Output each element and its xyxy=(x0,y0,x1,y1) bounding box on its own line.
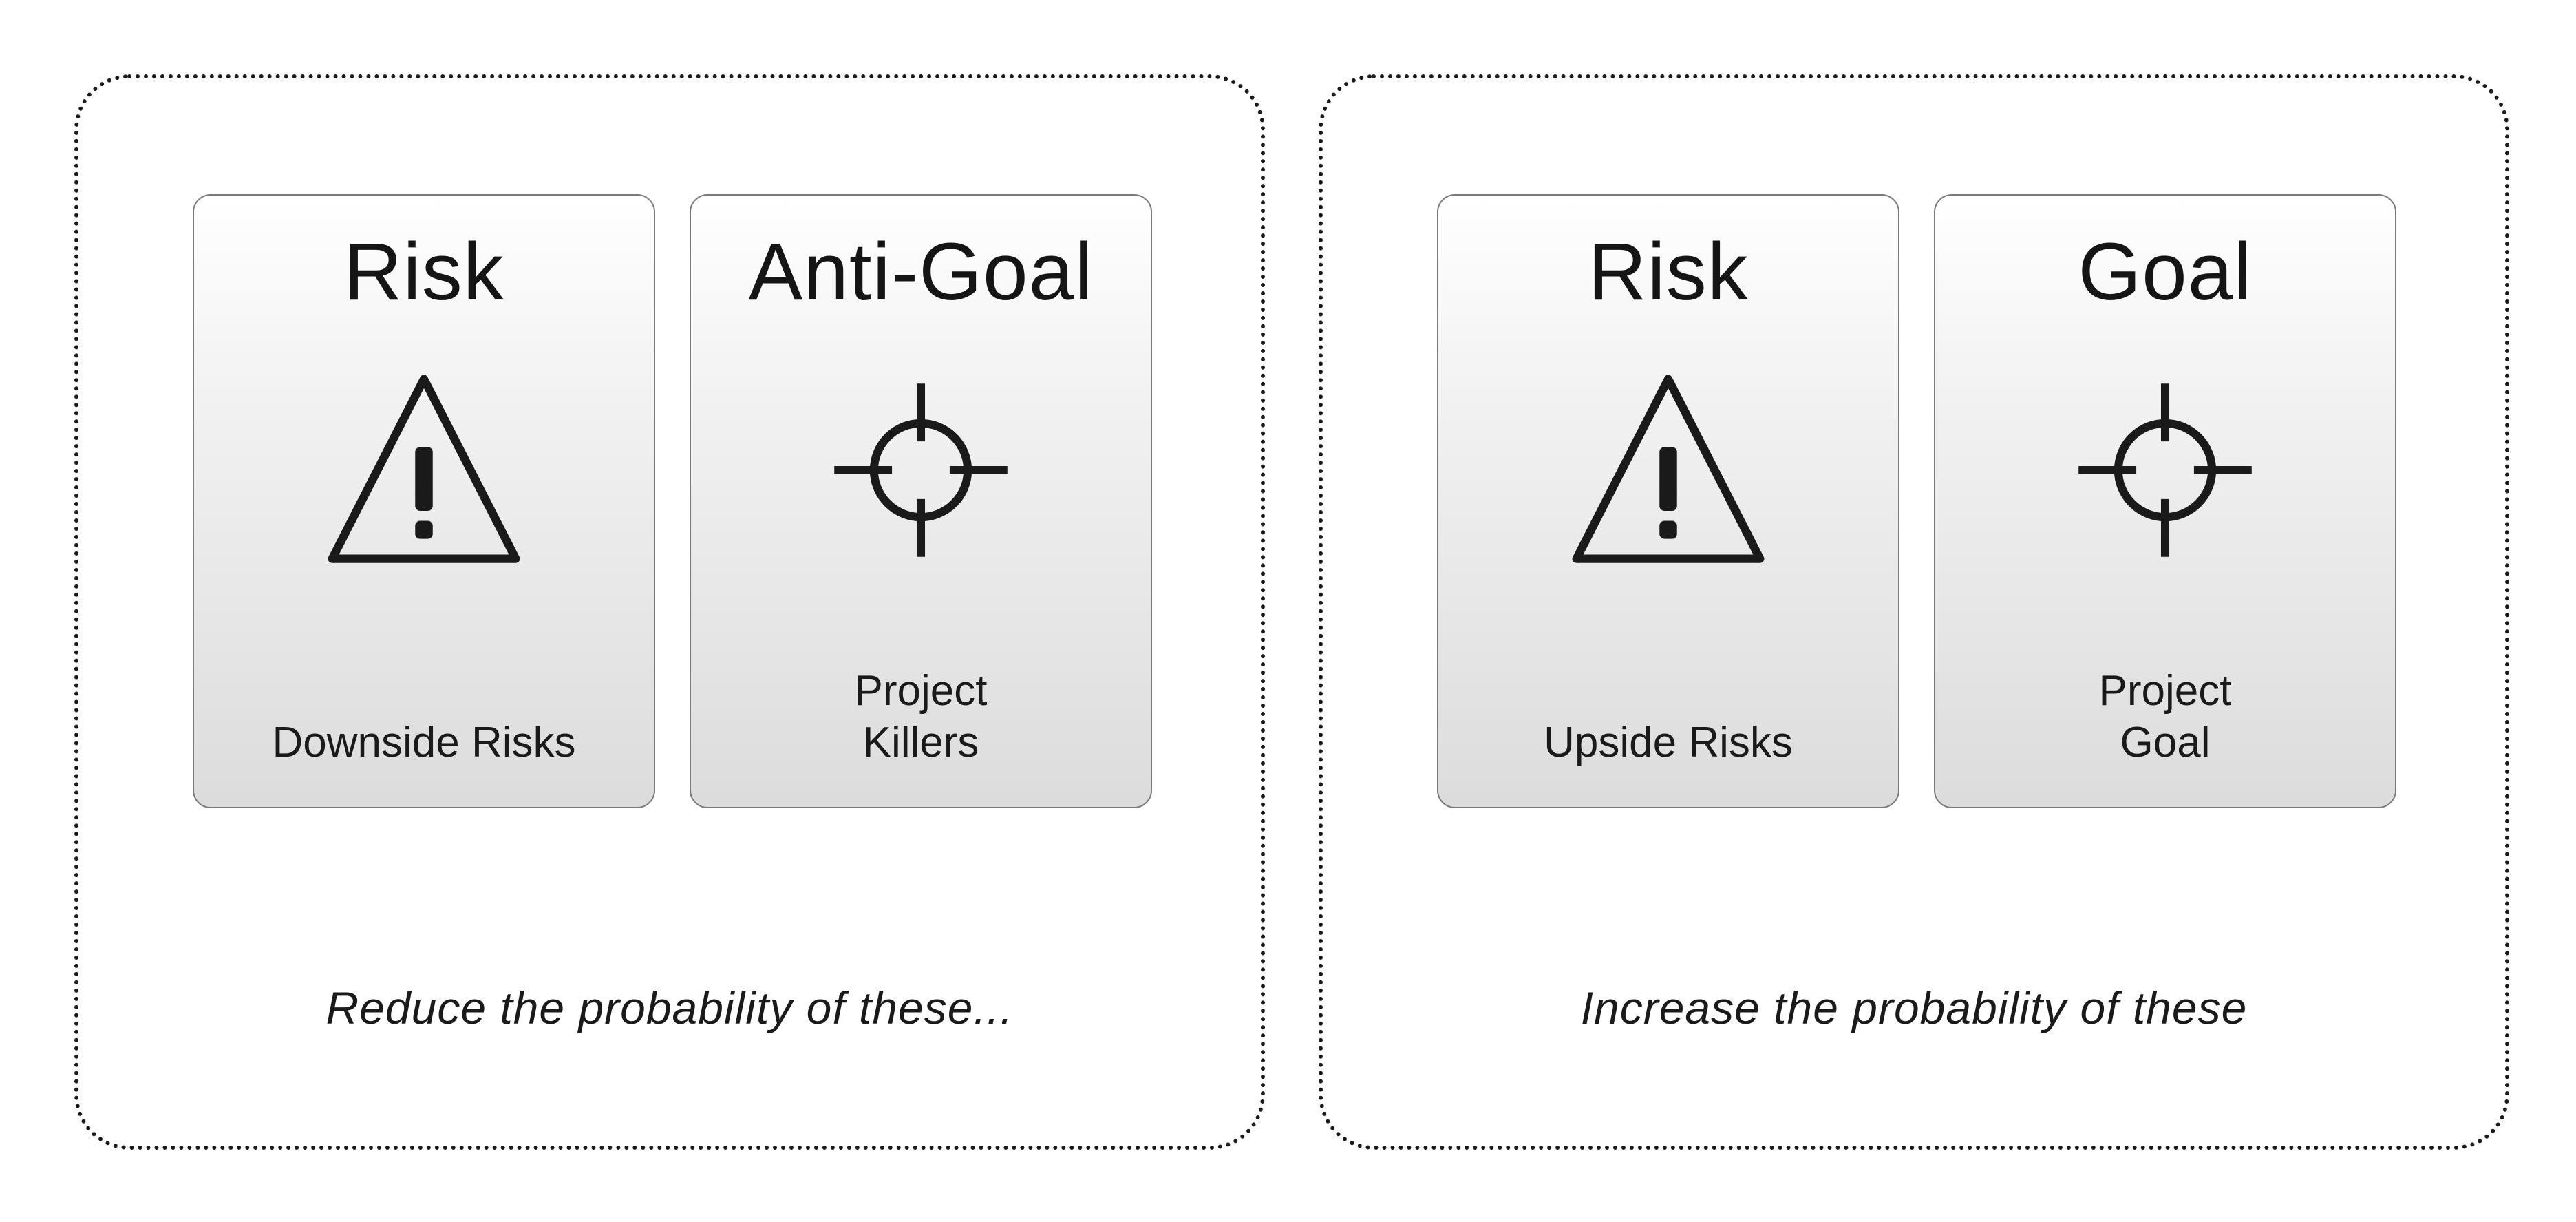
card-goal: Goal Project Goal xyxy=(1934,194,2396,808)
target-icon xyxy=(831,380,1011,560)
target-icon xyxy=(2075,380,2255,560)
card-risk-upside: Risk Upside Risks xyxy=(1437,194,1899,808)
card-anti-goal: Anti-Goal Project Killers xyxy=(690,194,1152,808)
card-caption: Upside Risks xyxy=(1544,719,1793,766)
card-title: Anti-Goal xyxy=(748,227,1094,317)
panel-increase: Risk Upside Risks Goal xyxy=(1319,74,2509,1150)
warning-icon xyxy=(324,371,524,571)
card-caption: Downside Risks xyxy=(272,719,576,766)
panel-caption: Increase the probability of these xyxy=(1580,982,2248,1033)
warning-icon xyxy=(1568,371,1768,571)
card-title: Goal xyxy=(2078,227,2253,317)
card-caption: Project Killers xyxy=(854,667,988,766)
card-title: Risk xyxy=(343,227,504,317)
card-caption: Project Goal xyxy=(2098,667,2232,766)
card-title: Risk xyxy=(1588,227,1749,317)
panel-reduce: Risk Downside Risks Anti-Goal xyxy=(74,74,1265,1150)
panel-caption: Reduce the probability of these... xyxy=(326,982,1014,1033)
card-risk-downside: Risk Downside Risks xyxy=(193,194,655,808)
